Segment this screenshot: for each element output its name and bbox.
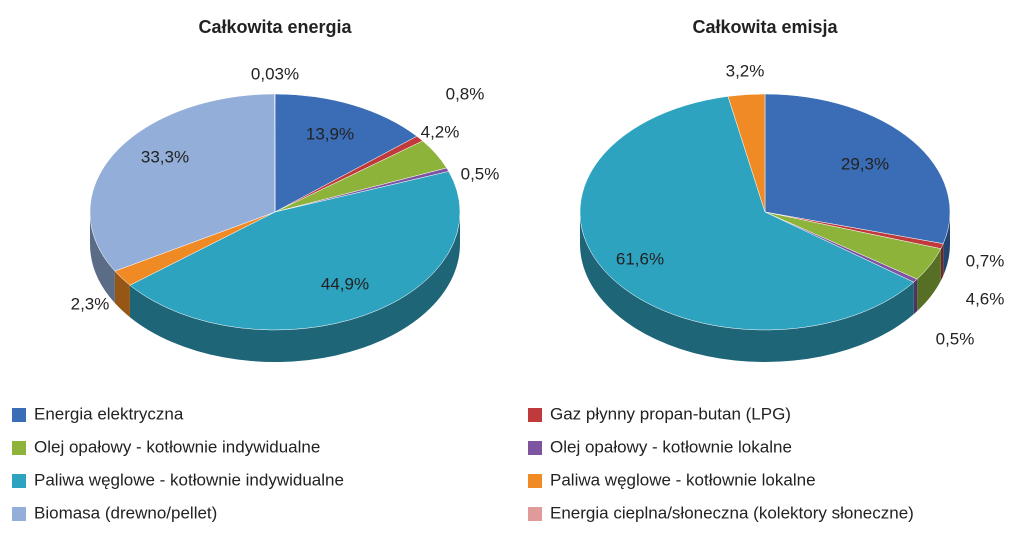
- data-label: 0,5%: [936, 329, 975, 348]
- legend-label: Energia cieplna/słoneczna (kolektory sło…: [550, 503, 914, 522]
- legend-swatch: [12, 408, 26, 422]
- data-label: 13,9%: [306, 124, 354, 143]
- pie-side: [943, 212, 950, 276]
- data-label: 44,9%: [321, 274, 369, 293]
- pie-side: [129, 212, 460, 362]
- legend-label: Olej opałowy - kotłownie indywidualne: [34, 437, 320, 456]
- pie-slice: [727, 93, 766, 213]
- pie-slice: [274, 93, 418, 213]
- legend-label: Olej opałowy - kotłownie lokalne: [550, 437, 792, 456]
- legend-swatch: [528, 474, 542, 488]
- pie-tops: [579, 93, 951, 331]
- data-label: 29,3%: [841, 154, 889, 173]
- pie-slice: [764, 93, 951, 244]
- legend-swatch: [12, 441, 26, 455]
- pie-sides: [90, 212, 460, 362]
- data-label: 4,2%: [421, 122, 460, 141]
- legend-label: Gaz płynny propan-butan (LPG): [550, 404, 791, 423]
- data-label: 4,6%: [966, 289, 1005, 308]
- data-label: 61,6%: [616, 249, 664, 268]
- legend-swatch: [528, 507, 542, 521]
- data-label: 0,5%: [461, 164, 500, 183]
- legend-swatch: [528, 441, 542, 455]
- data-label: 0,03%: [251, 64, 299, 83]
- legend-label: Paliwa węglowe - kotłownie lokalne: [550, 470, 816, 489]
- data-label: 0,8%: [446, 84, 485, 103]
- data-label: 2,3%: [71, 294, 110, 313]
- data-label: 0,7%: [966, 251, 1005, 270]
- pie-side: [580, 212, 914, 362]
- pie-slice: [129, 171, 461, 331]
- legend-label: Paliwa węglowe - kotłownie indywidualne: [34, 470, 344, 489]
- chart-title: Całkowita emisja: [692, 17, 838, 37]
- legend-label: Biomasa (drewno/pellet): [34, 503, 217, 522]
- pie-side: [90, 212, 115, 304]
- legend-label: Energia elektryczna: [34, 404, 184, 423]
- chart-title: Całkowita energia: [198, 17, 352, 37]
- data-label: 33,3%: [141, 147, 189, 166]
- pie-side: [940, 243, 944, 281]
- pie-side: [114, 271, 130, 318]
- legend-swatch: [12, 474, 26, 488]
- pie-sides: [580, 212, 950, 362]
- pie-slice: [579, 96, 915, 331]
- pie-side: [917, 248, 941, 312]
- data-label: 3,2%: [726, 61, 765, 80]
- pie-tops: [89, 93, 461, 331]
- pie-side: [913, 279, 918, 315]
- legend-swatch: [528, 408, 542, 422]
- pie-slice: [89, 93, 276, 272]
- legend-swatch: [12, 507, 26, 521]
